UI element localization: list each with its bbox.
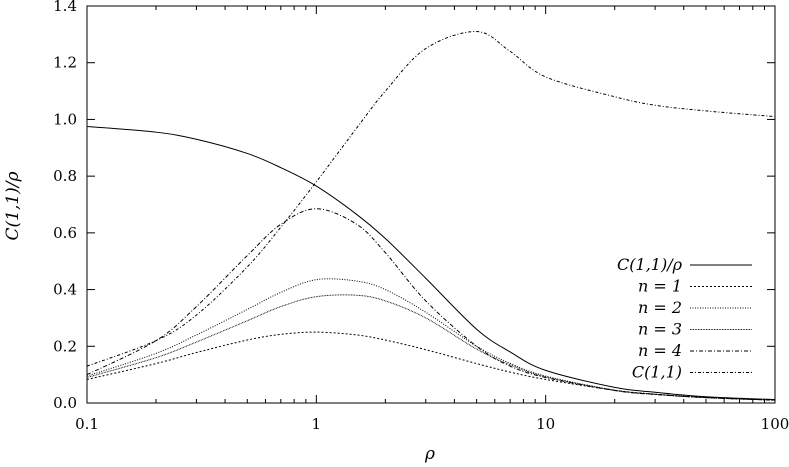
x-tick-label: 100 [761, 415, 789, 433]
legend-label-3: n = 2 [638, 298, 682, 317]
y-tick-label: 0.2 [53, 337, 77, 355]
y-tick-label: 1.0 [53, 110, 77, 128]
legend-label-6: C(1,1) [632, 363, 682, 382]
y-tick-label: 0.0 [53, 394, 77, 412]
legend-label-1: C(1,1)/ρ [617, 255, 683, 274]
axis-ticks: 0.0 0.2 0.4 0.6 0.8 1.0 1.2 1.4 0.1 1 10 100 [53, 0, 789, 433]
legend-label-2: n = 1 [638, 277, 682, 296]
series-line-6 [86, 31, 776, 367]
series-line-3 [86, 278, 776, 401]
y-tick-label: 0.6 [53, 224, 77, 242]
y-tick-label: 0.4 [53, 281, 77, 299]
x-tick-label: 10 [536, 415, 555, 433]
legend: C(1,1)/ρ n = 1 n = 2 n = 3 n = 4 C(1,1) [617, 255, 752, 382]
legend-label-4: n = 3 [638, 320, 682, 339]
x-axis-label: ρ [424, 444, 435, 464]
plot-frame [86, 5, 776, 404]
y-tick-label: 1.2 [53, 54, 77, 72]
y-axis-label: C(1,1)/ρ [3, 171, 23, 240]
x-tick-label: 0.1 [75, 415, 99, 433]
series-curves [86, 31, 776, 401]
plot-border [86, 5, 776, 404]
y-tick-label: 1.4 [53, 0, 77, 15]
x-tick-label: 1 [312, 415, 322, 433]
series-line-4 [86, 294, 776, 401]
y-tick-label: 0.8 [53, 167, 77, 185]
series-line-5 [86, 208, 776, 401]
legend-label-5: n = 4 [638, 341, 682, 360]
series-line-1 [86, 126, 776, 401]
